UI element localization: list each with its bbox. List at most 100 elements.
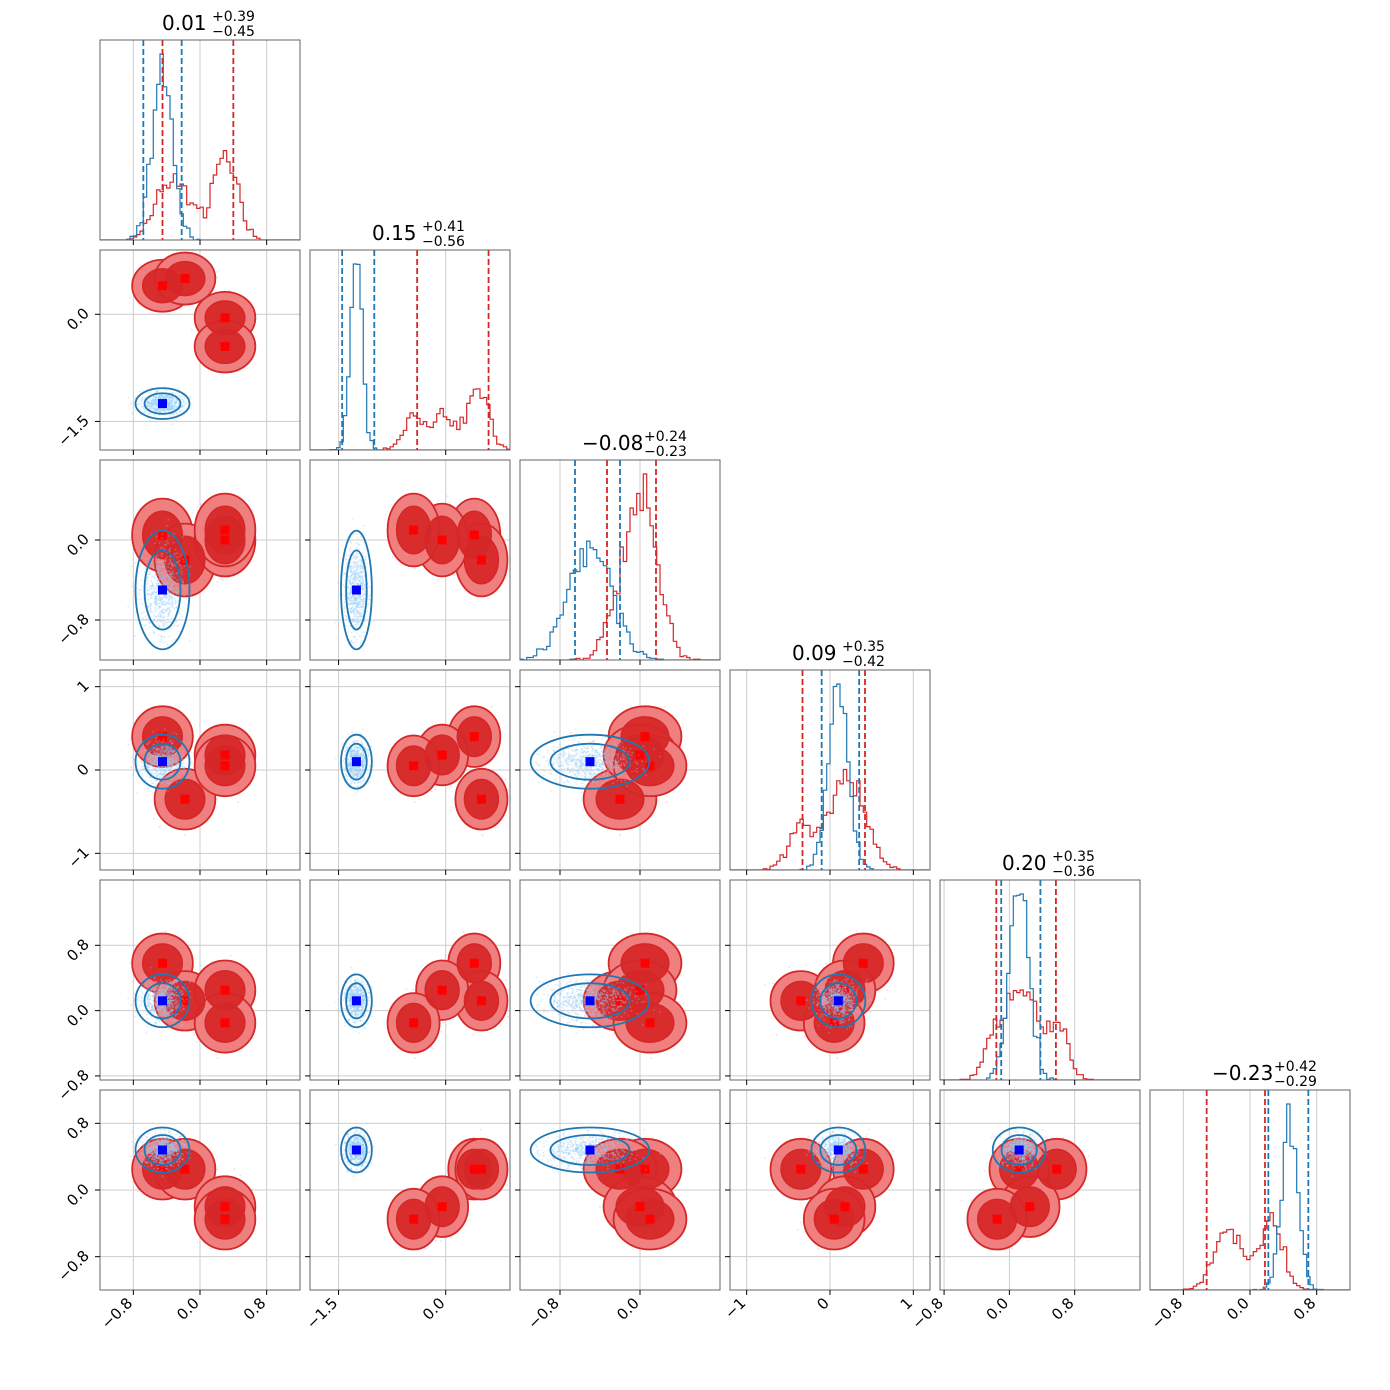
blue-sample-point	[159, 582, 161, 585]
blue-sample-point	[155, 595, 158, 598]
blue-sample-point	[161, 602, 164, 604]
blue-sample-point	[159, 567, 162, 569]
blue-sample-point	[171, 603, 174, 606]
blue-sample-point	[172, 413, 175, 415]
blue-sample-point	[169, 611, 172, 614]
blue-sample-point	[170, 406, 173, 409]
blue-sample-point	[160, 635, 163, 637]
blue-sample-point	[164, 583, 167, 586]
blue-sample-point	[364, 555, 367, 558]
blue-sample-point	[173, 405, 176, 408]
blue-sample-point	[356, 552, 359, 555]
blue-sample-point	[352, 576, 355, 579]
blue-sample-point	[353, 576, 356, 579]
blue-sample-point	[166, 408, 169, 411]
blue-sample-point	[164, 407, 167, 410]
blue-sample-point	[140, 612, 143, 615]
blue-sample-point	[146, 400, 149, 403]
blue-sample-point	[349, 547, 352, 549]
blue-sample-point	[162, 576, 165, 579]
blue-sample-point	[150, 405, 153, 408]
blue-sample-point	[350, 611, 352, 614]
blue-sample-point	[153, 590, 155, 593]
blue-sample-point	[150, 420, 152, 423]
blue-sample-point	[356, 605, 359, 608]
blue-sample-point	[373, 620, 375, 623]
blue-sample-point	[170, 407, 173, 410]
blue-sample-point	[359, 642, 362, 644]
blue-sample-point	[137, 403, 140, 406]
blue-sample-point	[185, 597, 188, 600]
blue-sample-point	[131, 585, 134, 588]
blue-sample-point	[158, 407, 161, 410]
blue-sample-point	[147, 400, 150, 403]
blue-sample-point	[171, 575, 174, 578]
blue-sample-point	[363, 584, 366, 587]
blue-sample-point	[148, 603, 151, 605]
blue-sample-point	[168, 408, 171, 411]
blue-sample-point	[153, 601, 156, 603]
blue-sample-point	[156, 582, 159, 585]
blue-sample-point	[142, 597, 145, 600]
blue-sample-point	[162, 584, 164, 586]
blue-inner-contour	[143, 549, 182, 631]
blue-sample-point	[158, 625, 161, 628]
blue-sample-point	[162, 609, 164, 611]
panel-1-0	[95, 249, 301, 455]
blue-sample-point	[150, 399, 153, 402]
blue-sample-point	[357, 573, 359, 576]
blue-sample-point	[152, 584, 155, 587]
blue-sample-point	[160, 621, 163, 623]
blue-sample-point	[158, 395, 161, 398]
blue-sample-point	[148, 556, 150, 559]
blue-sample-point	[352, 636, 355, 639]
blue-sample-point	[166, 618, 169, 620]
blue-sample-point	[154, 400, 156, 403]
blue-sample-point	[345, 558, 347, 560]
blue-sample-point	[359, 575, 362, 578]
blue-sample-point	[154, 398, 157, 401]
blue-sample-point	[161, 609, 164, 612]
blue-sample-point	[157, 583, 160, 586]
blue-sample-point	[362, 552, 364, 554]
red-sample-point	[196, 506, 199, 508]
blue-sample-point	[149, 585, 152, 588]
blue-sample-point	[362, 605, 365, 608]
blue-sample-point	[171, 615, 174, 617]
blue-sample-point	[169, 401, 172, 404]
blue-sample-point	[154, 603, 157, 606]
blue-sample-point	[355, 574, 357, 576]
blue-sample-point	[361, 571, 363, 574]
blue-sample-point	[175, 400, 178, 402]
blue-sample-point	[164, 609, 167, 611]
blue-sample-point	[361, 567, 364, 570]
blue-sample-point	[168, 407, 171, 410]
blue-sample-point	[166, 595, 168, 598]
blue-sample-point	[138, 588, 141, 591]
blue-sample-point	[150, 402, 153, 405]
blue-sample-point	[178, 630, 181, 633]
blue-sample-point	[363, 572, 366, 575]
blue-sample-point	[351, 611, 354, 613]
blue-sample-point	[158, 619, 161, 622]
blue-sample-point	[169, 400, 172, 402]
blue-sample-point	[345, 566, 348, 568]
blue-sample-point	[357, 598, 360, 601]
blue-sample-point	[355, 597, 358, 600]
blue-sample-point	[157, 581, 160, 584]
blue-sample-point	[168, 405, 171, 407]
blue-sample-point	[361, 602, 363, 605]
blue-sample-point	[153, 402, 156, 405]
blue-sample-point	[163, 414, 166, 417]
blue-sample-point	[142, 407, 145, 410]
red-sample-point	[437, 579, 440, 581]
blue-sample-point	[346, 589, 349, 592]
blue-sample-point	[167, 589, 170, 592]
blue-sample-point	[153, 398, 156, 401]
blue-sample-point	[155, 408, 158, 410]
blue-sample-point	[147, 401, 150, 404]
blue-sample-point	[165, 597, 168, 599]
blue-sample-point	[351, 609, 354, 611]
blue-sample-point	[352, 577, 355, 580]
panel-title-plus: +0.39	[212, 9, 255, 25]
